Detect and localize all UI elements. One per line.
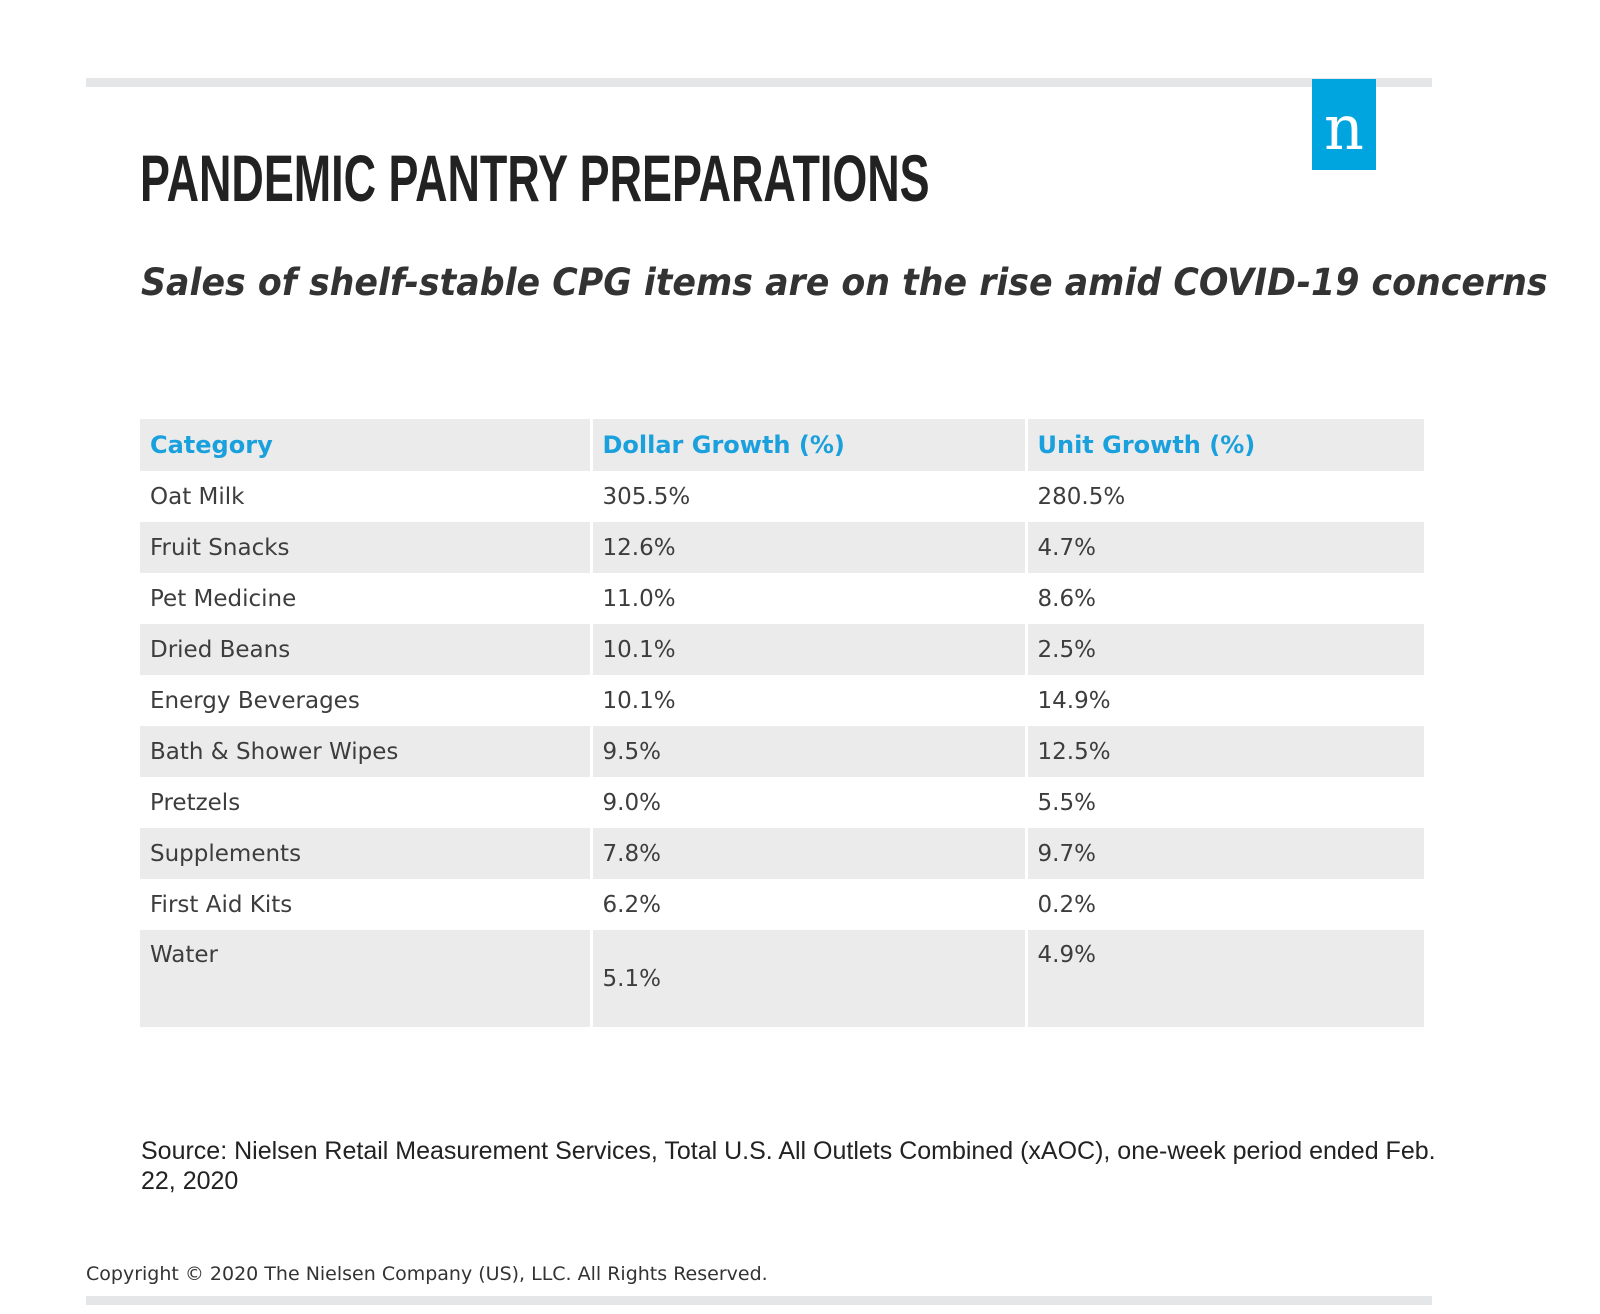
copyright-notice: Copyright © 2020 The Nielsen Company (US…	[86, 1263, 768, 1285]
unit-growth-cell: 14.9%	[1024, 675, 1424, 726]
unit-growth-cell: 8.6%	[1024, 573, 1424, 624]
dollar-growth-cell: 6.2%	[589, 879, 1026, 930]
column-header-category: Category	[140, 419, 591, 471]
table-row: Bath & Shower Wipes 9.5% 12.5%	[140, 726, 1424, 777]
growth-table: Category Dollar Growth (%) Unit Growth (…	[140, 419, 1424, 1027]
unit-growth-cell: 4.9%	[1024, 930, 1424, 1027]
category-cell: Energy Beverages	[150, 687, 360, 714]
category-cell: Oat Milk	[150, 483, 245, 510]
category-cell: Water	[140, 930, 591, 1027]
table-row: Energy Beverages 10.1% 14.9%	[140, 675, 1424, 726]
dollar-growth-cell: 10.1%	[589, 624, 1026, 675]
category-cell: Fruit Snacks	[140, 522, 591, 573]
unit-growth-cell: 0.2%	[1024, 879, 1424, 930]
top-divider	[86, 78, 1432, 87]
table-row: Pet Medicine 11.0% 8.6%	[140, 573, 1424, 624]
table-row: Dried Beans 10.1% 2.5%	[140, 624, 1424, 675]
unit-growth-cell: 5.5%	[1024, 777, 1424, 828]
unit-growth-cell: 280.5%	[1024, 471, 1424, 522]
chart-title: PANDEMIC PANTRY PREPARATIONS	[140, 141, 930, 215]
category-cell: Pretzels	[150, 789, 241, 816]
dollar-growth-cell: 12.6%	[589, 522, 1026, 573]
table-row: First Aid Kits 6.2% 0.2%	[140, 879, 1424, 930]
dollar-growth-cell: 9.0%	[589, 777, 1026, 828]
dollar-growth-cell: 7.8%	[589, 828, 1026, 879]
table-row: Pretzels 9.0% 5.5%	[140, 777, 1424, 828]
category-cell: Supplements	[140, 828, 591, 879]
unit-growth-cell: 4.7%	[1024, 522, 1424, 573]
unit-growth-cell: 2.5%	[1024, 624, 1424, 675]
category-cell: Pet Medicine	[150, 585, 297, 612]
nielsen-logo: n	[1312, 79, 1376, 170]
source-note: Source: Nielsen Retail Measurement Servi…	[141, 1137, 1436, 1195]
dollar-growth-cell: 10.1%	[589, 675, 1026, 726]
dollar-growth-cell: 11.0%	[589, 573, 1026, 624]
table-header-row: Category Dollar Growth (%) Unit Growth (…	[140, 419, 1424, 471]
chart-subtitle: Sales of shelf-stable CPG items are on t…	[141, 261, 1548, 304]
table-row: Oat Milk 305.5% 280.5%	[140, 471, 1424, 522]
category-cell: First Aid Kits	[150, 891, 293, 918]
logo-letter: n	[1324, 91, 1364, 164]
dollar-growth-cell: 9.5%	[589, 726, 1026, 777]
category-cell: Dried Beans	[140, 624, 591, 675]
dollar-growth-cell: 305.5%	[589, 471, 1026, 522]
dollar-growth-cell: 5.1%	[589, 930, 1026, 1027]
unit-growth-cell: 12.5%	[1024, 726, 1424, 777]
bottom-divider	[86, 1296, 1432, 1305]
table-row: Fruit Snacks 12.6% 4.7%	[140, 522, 1424, 573]
column-header-unit-growth: Unit Growth (%)	[1024, 419, 1424, 471]
table-row: Supplements 7.8% 9.7%	[140, 828, 1424, 879]
table-row: Water 5.1% 4.9%	[140, 930, 1424, 1027]
unit-growth-cell: 9.7%	[1024, 828, 1424, 879]
column-header-dollar-growth: Dollar Growth (%)	[589, 419, 1026, 471]
category-cell: Bath & Shower Wipes	[140, 726, 591, 777]
